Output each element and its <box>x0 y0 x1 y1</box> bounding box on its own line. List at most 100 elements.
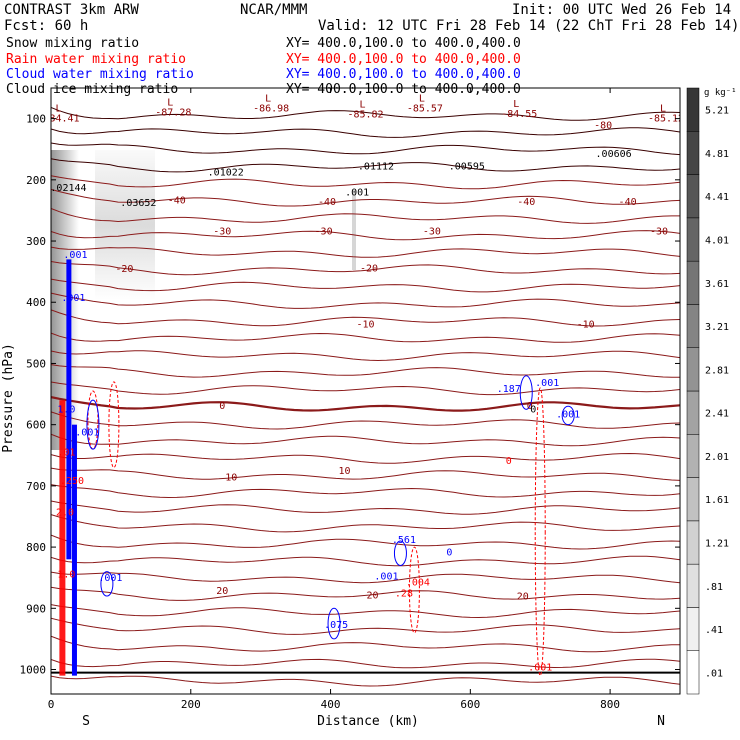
isotherm-line <box>51 514 680 533</box>
colorbar-level-label: 5.21 <box>705 106 729 117</box>
colorbar-swatch <box>686 347 700 392</box>
y-tick-label: 200 <box>26 174 46 187</box>
maximum-label: .001 <box>61 293 85 304</box>
isotherm-line <box>51 675 680 687</box>
temperature-label: -20 <box>360 264 378 275</box>
colorbar-swatch <box>686 563 700 608</box>
maximum-label: .001 <box>98 573 122 584</box>
temperature-label: -80 <box>594 120 612 131</box>
low-marker: L <box>167 98 173 109</box>
low-marker: L <box>419 93 425 104</box>
isotherm-line <box>51 617 680 635</box>
temperature-label: 10 <box>225 472 237 483</box>
y-tick-label: 1000 <box>20 664 47 677</box>
field-name-snow: Snow mixing ratio <box>6 36 139 51</box>
colorbar-swatch <box>686 390 700 435</box>
cloud-water-contour <box>393 540 407 566</box>
maximum-label: .28 <box>395 589 413 600</box>
maximum-label: 0 <box>446 548 452 559</box>
colorbar-swatch <box>686 650 700 695</box>
cloud-water-contour <box>519 375 533 410</box>
cloud-water-column <box>66 259 72 560</box>
maximum-label: .00606 <box>596 149 632 160</box>
y-tick-label: 800 <box>26 541 46 554</box>
maximum-label: .01112 <box>358 161 394 172</box>
temperature-label: -85.12 <box>648 114 684 125</box>
temperature-label: -40 <box>517 197 535 208</box>
plot-area: -84.41L -87.28L-86.98L-85.82L -85.57L-84.5… <box>43 93 684 687</box>
low-marker: L <box>360 99 366 110</box>
isotherm-line <box>51 278 680 293</box>
rain-contour <box>408 546 420 634</box>
isotherm-line <box>51 396 680 412</box>
temperature-label: -10 <box>356 319 374 330</box>
colorbar-swatch <box>686 260 700 305</box>
temperature-label: 10 <box>339 466 351 477</box>
low-marker: L <box>55 104 61 115</box>
maximum-label: .001 <box>374 572 398 583</box>
low-marker: L <box>513 99 519 110</box>
temperature-label: -84.55 <box>501 109 537 120</box>
temperature-label: -85.57 <box>407 103 443 114</box>
temperature-label: 20 <box>366 591 378 602</box>
maximum-label: .001 <box>345 188 369 199</box>
init-label: Init: 00 UTC Wed 26 Feb 14 <box>512 2 731 18</box>
colorbar-level-label: 3.61 <box>705 279 729 290</box>
temperature-label: -40 <box>318 197 336 208</box>
maximum-label: .250 <box>60 476 84 487</box>
temperature-label: -30 <box>423 226 441 237</box>
temperature-label: -84.41 <box>43 114 79 125</box>
maximum-label: .001 <box>535 378 559 389</box>
maximum-label: 0 <box>506 456 512 467</box>
y-tick-label: 600 <box>26 419 46 432</box>
x-end-label-north: N <box>657 714 665 729</box>
colorbar-level-label: 4.81 <box>705 149 729 160</box>
colorbar-level-label: .01 <box>705 668 723 679</box>
isotherm-line <box>51 107 680 121</box>
maximum-label: .03652 <box>120 198 156 209</box>
maximum-label: .00595 <box>449 161 485 172</box>
isotherm-line <box>51 364 680 378</box>
isotherm-line <box>51 208 680 224</box>
rain-contour <box>108 381 120 469</box>
isotherm-line <box>51 571 680 584</box>
isotherm-line <box>51 500 680 515</box>
field-xy-cloud-water: XY= 400.0,100.0 to 400.0,400.0 <box>286 67 521 82</box>
maximum-label: 2.0 <box>56 507 74 518</box>
colorbar: .01 .41 .81 1.21 1.61 2.01 2.41 2.81 3.21 3.61 4.0… <box>686 87 729 695</box>
isotherm-line <box>51 586 680 601</box>
isotherm-line <box>51 158 680 173</box>
isotherm-line <box>51 230 680 241</box>
colorbar-level-label: 4.01 <box>705 236 729 247</box>
temperature-label: 20 <box>517 592 529 603</box>
colorbar-level-label: 2.81 <box>705 365 729 376</box>
colorbar-swatch <box>686 304 700 348</box>
isotherm-line <box>51 246 680 258</box>
isotherm-line <box>51 658 680 669</box>
maximum-label: 1.0 <box>57 404 75 415</box>
colorbar-unit: g kg⁻¹ <box>704 88 737 98</box>
colorbar-swatch <box>686 434 700 478</box>
y-tick-label: 400 <box>26 296 46 309</box>
colorbar-swatch <box>686 217 700 262</box>
temperature-label: -86.98 <box>253 103 289 114</box>
cloud-water-contour <box>86 399 100 450</box>
isotherm-line <box>51 555 680 567</box>
maximum-label: .001 <box>556 409 580 420</box>
colorbar-swatch <box>686 174 700 219</box>
isotherm-line <box>51 142 680 156</box>
cloud-water-column-lower <box>71 424 77 676</box>
maximum-label: .001 <box>63 250 87 261</box>
colorbar-level-label: .41 <box>705 625 723 636</box>
x-tick-label: 400 <box>321 698 341 711</box>
maximum-label: .01 <box>57 447 75 458</box>
snow-shading-plume <box>95 150 155 300</box>
isotherm-line <box>51 635 680 653</box>
colorbar-swatch <box>686 520 700 565</box>
maximum-label: .01022 <box>208 168 244 179</box>
temperature-label: -85.82 <box>347 109 383 120</box>
temperature-label: -20 <box>115 264 133 275</box>
low-marker: L <box>660 104 666 115</box>
